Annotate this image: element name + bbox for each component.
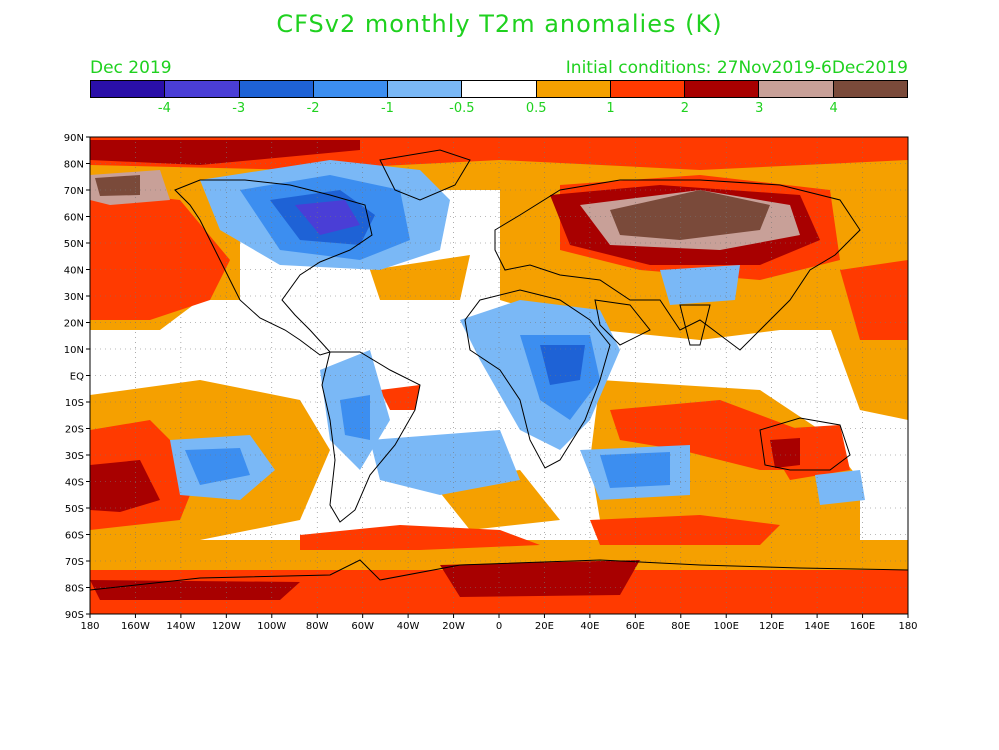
lon-label: 100W xyxy=(257,621,286,632)
colorbar-label: -1 xyxy=(380,101,394,116)
lon-label: 60W xyxy=(351,621,374,632)
initial-conditions: Initial conditions: 27Nov2019-6Dec2019 xyxy=(565,58,908,78)
lat-label: 40N xyxy=(64,266,84,277)
colorbar xyxy=(90,80,908,98)
colorbar-swatch xyxy=(759,81,834,97)
lat-label: 70S xyxy=(65,557,84,568)
colorbar-label: 0.5 xyxy=(525,101,547,116)
colorbar-swatch xyxy=(239,81,314,97)
lon-label: 120W xyxy=(212,621,241,632)
lon-label: 120E xyxy=(759,621,784,632)
colorbar-label: -0.5 xyxy=(449,101,475,116)
anomaly-field xyxy=(90,137,908,614)
lon-label: 140W xyxy=(166,621,195,632)
lon-label: 180 xyxy=(80,621,99,632)
lon-label: 20W xyxy=(442,621,465,632)
lon-label: 60E xyxy=(626,621,645,632)
forecast-month: Dec 2019 xyxy=(90,58,172,78)
latitude-labels: 90N 80N 70N 60N 50N 40N 30N 20N 10N EQ 10S 20S 30S 40… xyxy=(64,133,84,621)
lon-label: 140E xyxy=(804,621,829,632)
colorbar-label: -2 xyxy=(306,101,320,116)
colorbar-label: 1 xyxy=(606,101,615,116)
lat-label: 80S xyxy=(65,584,84,595)
lat-label: 20S xyxy=(65,425,84,436)
lon-label: 80W xyxy=(306,621,329,632)
lon-label: 100E xyxy=(714,621,739,632)
lat-label: 10S xyxy=(65,398,84,409)
lon-label: 40E xyxy=(580,621,599,632)
lat-label: 80N xyxy=(64,160,84,171)
lon-label: 0 xyxy=(496,621,502,632)
longitude-labels: 180 160W 140W 120W 100W 80W 60W 40W 20W 0 20E 40E 60… xyxy=(80,621,917,632)
lon-label: 160E xyxy=(850,621,875,632)
lon-label: 40W xyxy=(397,621,420,632)
colorbar-swatch xyxy=(833,81,907,97)
colorbar-label: 3 xyxy=(755,101,764,116)
lat-label: 20N xyxy=(64,319,84,330)
lat-label: 30N xyxy=(64,292,84,303)
colorbar-swatch xyxy=(313,81,389,97)
lon-label: 20E xyxy=(535,621,554,632)
colorbar-swatch xyxy=(462,81,537,97)
lat-label: 60N xyxy=(64,213,84,224)
coastlines xyxy=(90,149,908,591)
colorbar-label: 4 xyxy=(829,101,838,116)
lat-label: EQ xyxy=(70,372,84,383)
colorbar-swatch xyxy=(165,81,240,97)
lat-label: 30S xyxy=(65,451,84,462)
lat-label: 50N xyxy=(64,239,84,250)
lat-label: 50S xyxy=(65,504,84,515)
lat-label: 60S xyxy=(65,531,84,542)
colorbar-swatch xyxy=(536,81,611,97)
lat-label: 70N xyxy=(64,186,84,197)
colorbar-label: 2 xyxy=(680,101,690,116)
colorbar-swatch xyxy=(610,81,686,97)
colorbar-swatch xyxy=(388,81,463,97)
lat-label: 40S xyxy=(65,478,84,489)
lat-label: 90S xyxy=(65,610,84,621)
lon-label: 180 xyxy=(898,621,917,632)
colorbar-label: -3 xyxy=(232,101,246,116)
lon-label: 160W xyxy=(121,621,150,632)
lat-label: 90N xyxy=(64,133,84,144)
colorbar-swatch xyxy=(685,81,760,97)
colorbar-label: -4 xyxy=(157,101,171,116)
map-title: CFSv2 monthly T2m anomalies (K) xyxy=(276,10,723,38)
lat-label: 10N xyxy=(64,345,84,356)
colorbar-swatch xyxy=(91,81,166,97)
lon-label: 80E xyxy=(671,621,690,632)
